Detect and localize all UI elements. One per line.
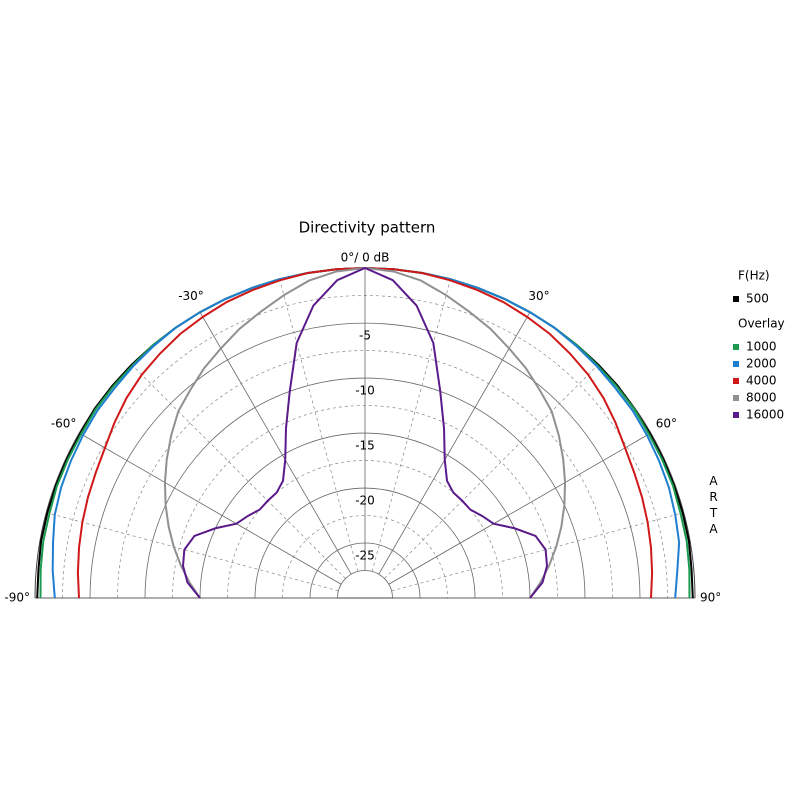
grid-circle-minor [117, 350, 613, 599]
spoke-minor [391, 512, 684, 592]
theta-tick-label: 30° [528, 289, 549, 303]
r-tick-label: -10 [355, 384, 375, 398]
spoke [79, 432, 342, 585]
r-tick-label: -5 [359, 329, 371, 343]
legend-swatch [733, 378, 739, 384]
curves [36, 266, 694, 599]
legend-label: 2000 [746, 357, 777, 371]
legend-swatch [733, 395, 739, 401]
legend-label: 16000 [746, 408, 784, 422]
r-tick-label: -25 [355, 549, 375, 563]
overlay-label: Overlay [738, 317, 785, 331]
r-tick-label: -20 [355, 494, 375, 508]
theta-tick-label: -90° [4, 591, 30, 605]
spoke-minor [131, 364, 346, 579]
theta-tick-label: -30° [178, 289, 204, 303]
spoke [199, 312, 352, 575]
labels: -5 -10 -15 -20 -25 -90° -60° -30° 0°/ 0 dB 30° 60°… [4, 251, 721, 605]
legend-swatch [733, 361, 739, 367]
legend-swatch [733, 412, 739, 418]
theta-tick-label: 0°/ 0 dB [341, 251, 390, 265]
r-tick-label: -15 [355, 439, 375, 453]
series-line [181, 266, 549, 599]
spoke-minor [279, 279, 359, 572]
legend-title: F(Hz) [738, 269, 770, 283]
theta-tick-label: -60° [51, 417, 77, 431]
watermark-text: ARTA [707, 474, 721, 538]
legend-label: 8000 [746, 391, 777, 405]
spoke [388, 432, 651, 585]
legend-label: 4000 [746, 374, 777, 388]
legend-swatch [733, 296, 739, 302]
spoke-minor [46, 512, 339, 592]
watermark: ARTA [707, 474, 721, 538]
spoke-minor [371, 279, 451, 572]
theta-tick-label: 60° [656, 417, 677, 431]
theta-tick-label: 90° [700, 591, 721, 605]
legend-swatch [733, 344, 739, 350]
spoke [378, 312, 531, 575]
legend-label: 500 [746, 292, 769, 306]
spoke-minor [384, 364, 599, 579]
legend-label: 1000 [746, 340, 777, 354]
legend: 500 1000 2000 4000 8000 16000 [733, 292, 784, 422]
chart-title: Directivity pattern [299, 219, 436, 237]
grid-circle-minor [282, 515, 448, 599]
grid-circle-minor [227, 460, 503, 599]
grid [34, 267, 696, 599]
